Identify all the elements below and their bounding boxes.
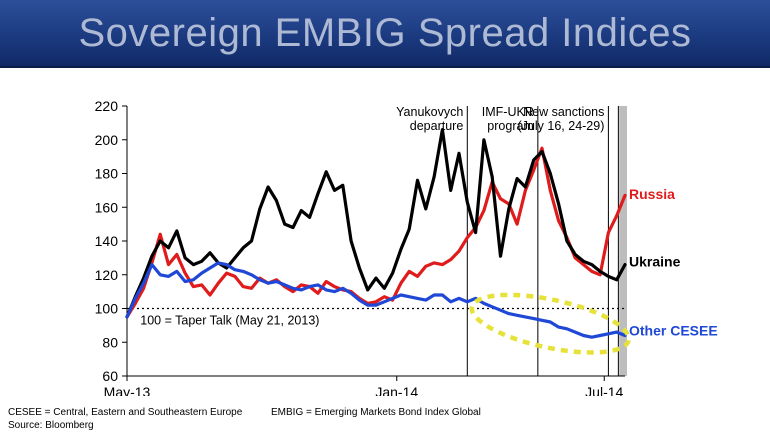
event-label: (July 16, 24-29) <box>518 119 605 133</box>
page-title: Sovereign EMBIG Spread Indices <box>78 11 692 55</box>
footnote-embig: EMBIG = Emerging Markets Bond Index Glob… <box>271 407 481 418</box>
series-label-ukraine: Ukraine <box>629 253 681 269</box>
event-label: program <box>487 119 534 133</box>
y-tick-label: 60 <box>102 368 118 384</box>
event-label: departure <box>410 119 464 133</box>
x-tick-label: May-13 <box>104 384 151 396</box>
footnote-cesee: CESEE = Central, Eastern and Southeaster… <box>8 407 243 418</box>
series-line-other-cesee <box>125 261 627 339</box>
recent-period-shade <box>619 106 627 376</box>
title-banner <box>0 0 770 68</box>
x-tick-label: Jan-14 <box>375 384 418 396</box>
y-tick-label: 200 <box>95 132 119 148</box>
y-tick-label: 120 <box>95 267 119 283</box>
footnote-source: Source: Bloomberg <box>8 420 94 431</box>
x-tick-label: Jul-14 <box>585 384 623 396</box>
series-line-ukraine <box>125 127 627 319</box>
event-label: Yanukovych <box>396 105 463 119</box>
y-tick-label: 80 <box>102 334 118 350</box>
baseline-label: 100 = Taper Talk (May 21, 2013) <box>140 314 319 328</box>
event-label: New sanctions <box>523 105 604 119</box>
series-line-russia <box>125 146 627 319</box>
y-tick-label: 140 <box>95 233 119 249</box>
event-label: IMF-UKR <box>482 105 534 119</box>
y-tick-label: 160 <box>95 199 119 215</box>
y-tick-label: 220 <box>95 98 119 114</box>
chart-area: 60 80 100 120 140 160 180 200 220 May-13 Jan-14 Jul… <box>95 98 718 396</box>
y-tick-label: 180 <box>95 166 119 182</box>
series-label-russia: Russia <box>629 186 675 202</box>
y-tick-label: 100 <box>95 301 119 317</box>
series-label-other-cesee: Other CESEE <box>629 322 718 338</box>
